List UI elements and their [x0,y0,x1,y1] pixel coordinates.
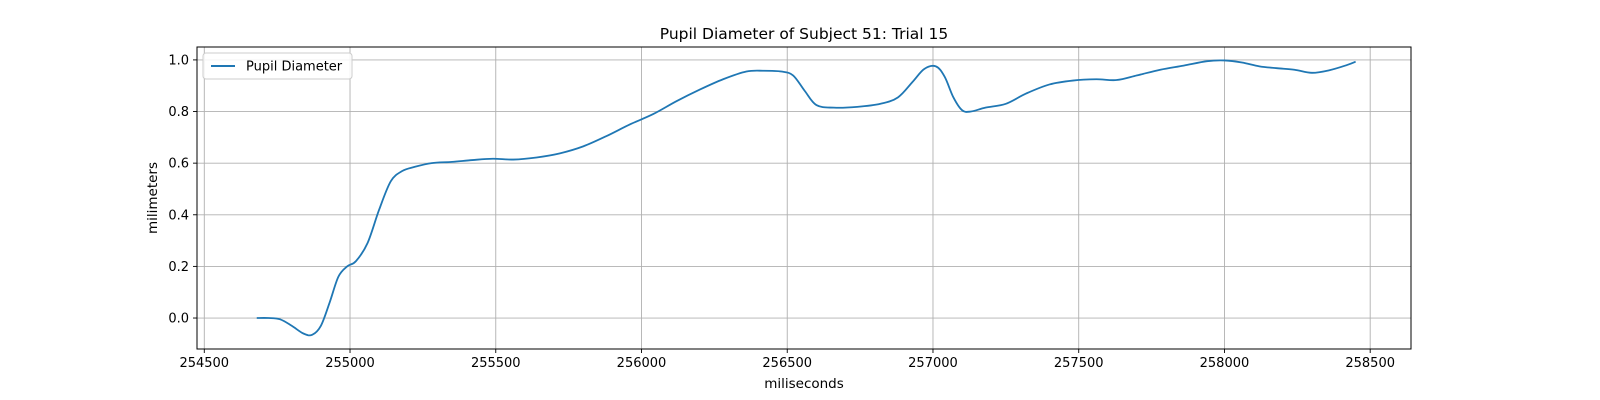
x-tick-label: 258500 [1345,356,1395,371]
x-tick-label: 256000 [617,356,667,371]
x-tick-label: 254500 [179,356,229,371]
x-tick-label: 257500 [1054,356,1104,371]
y-tick-label: 0.2 [168,260,189,275]
plot-frame [196,46,1412,350]
x-axis: 254500 255000 255500 256000 256500 257000 2575… [179,349,1395,371]
x-tick-label: 256500 [762,356,812,371]
series-line-pupil-diameter [256,59,1356,337]
x-tick-label: 257000 [908,356,958,371]
y-tick-label: 0.6 [168,157,189,172]
legend-box [202,52,353,80]
x-axis-label: miliseconds [764,376,844,392]
y-axis-label: milimeters [145,162,161,234]
y-tick-label: 1.0 [168,53,189,68]
x-tick-label: 255000 [325,356,375,371]
legend-item-pupil-diameter: Pupil Diameter [246,60,343,75]
y-axis: 0.0 0.2 0.4 0.6 0.8 1.0 [168,53,197,327]
legend: Pupil Diameter [202,52,353,80]
y-tick-label: 0.8 [168,105,189,120]
grid [197,47,1411,349]
y-tick-label: 0.0 [168,312,189,327]
x-tick-label: 258000 [1200,356,1250,371]
y-tick-label: 0.4 [168,208,189,223]
series-layer [256,59,1356,337]
chart-title: Pupil Diameter of Subject 51: Trial 15 [660,25,949,43]
x-tick-label: 255500 [471,356,521,371]
